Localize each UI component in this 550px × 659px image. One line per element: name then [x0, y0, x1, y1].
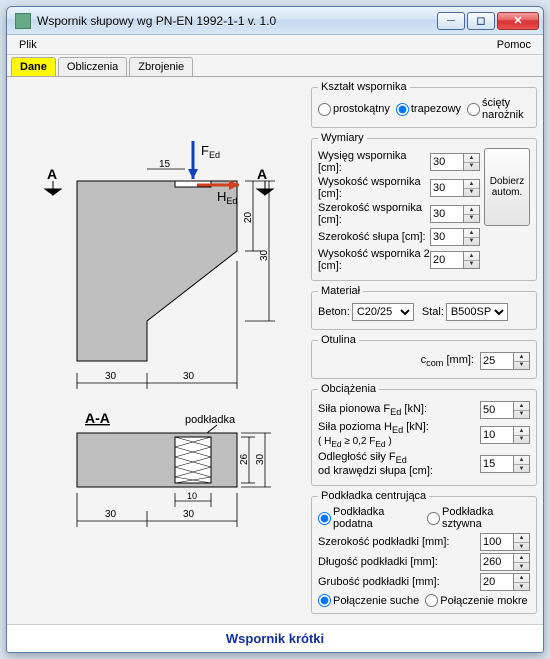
cover-legend: Otulina — [318, 334, 359, 346]
svg-text:A: A — [47, 166, 57, 182]
pad-group: Podkładka centrująca Podkładka podatna P… — [311, 490, 537, 614]
corbel-diagram: A A FEd HEd 15 — [17, 141, 297, 561]
menubar: Plik Pomoc — [7, 35, 543, 55]
tab-reinforcement[interactable]: Zbrojenie — [129, 57, 193, 76]
fv-label: Siła pionowa FEd [kN]: — [318, 403, 480, 417]
menu-help[interactable]: Pomoc — [491, 37, 537, 53]
svg-text:30: 30 — [183, 371, 195, 382]
fh-label: Siła pozioma HEd [kN]:( HEd ≥ 0,2 FEd ) — [318, 421, 480, 449]
concrete-label: Beton: — [318, 306, 350, 318]
auto-dimensions-button[interactable]: Dobierz autom. — [484, 148, 530, 226]
shape-rect-option[interactable]: prostokątny — [318, 103, 390, 116]
fv-input[interactable] — [480, 401, 514, 419]
svg-text:30: 30 — [105, 371, 117, 382]
dist-spinner[interactable]: ▲▼ — [514, 455, 530, 473]
app-icon — [15, 13, 31, 29]
status-label: Wspornik krótki — [7, 624, 543, 652]
height-spinner[interactable]: ▲▼ — [464, 179, 480, 197]
pad-length-label: Długość podkładki [mm]: — [318, 556, 480, 568]
height-input[interactable] — [430, 179, 464, 197]
pad-length-input[interactable] — [480, 553, 514, 571]
shape-legend: Kształt wspornika — [318, 81, 410, 93]
colwidth-label: Szerokość słupa [cm]: — [318, 231, 430, 243]
titlebar: Wspornik słupowy wg PN-EN 1992-1-1 v. 1.… — [7, 7, 543, 35]
window-title: Wspornik słupowy wg PN-EN 1992-1-1 v. 1.… — [37, 14, 437, 28]
outreach-spinner[interactable]: ▲▼ — [464, 153, 480, 171]
dist-input[interactable] — [480, 455, 514, 473]
cover-group: Otulina ccom [mm]: ▲▼ — [311, 334, 537, 379]
menu-file[interactable]: Plik — [13, 37, 43, 53]
shape-group: Kształt wspornika prostokątny trapezowy … — [311, 81, 537, 128]
pad-thick-input[interactable] — [480, 573, 514, 591]
concrete-select[interactable]: C20/25 — [352, 303, 414, 321]
diagram-panel: A A FEd HEd 15 — [7, 77, 307, 624]
close-button[interactable]: ✕ — [497, 12, 539, 30]
svg-text:podkładka: podkładka — [185, 414, 236, 426]
pad-length-spinner[interactable]: ▲▼ — [514, 553, 530, 571]
width-spinner[interactable]: ▲▼ — [464, 205, 480, 223]
svg-text:30: 30 — [105, 509, 117, 520]
svg-text:A-A: A-A — [85, 410, 110, 426]
pad-thick-label: Grubość podkładki [mm]: — [318, 576, 480, 588]
dist-label: Odległość siły FEdod krawędzi słupa [cm]… — [318, 451, 480, 477]
colwidth-spinner[interactable]: ▲▼ — [464, 228, 480, 246]
cover-label: ccom [mm]: — [421, 354, 474, 368]
svg-text:26: 26 — [239, 453, 250, 465]
svg-text:30: 30 — [183, 509, 195, 520]
pad-width-input[interactable] — [480, 533, 514, 551]
pad-width-label: Szerokość podkładki [mm]: — [318, 536, 480, 548]
shape-cut-option[interactable]: ścięty narożnik — [467, 97, 530, 121]
loads-group: Obciążenia Siła pionowa FEd [kN]: ▲▼ Sił… — [311, 383, 537, 486]
height-label: Wysokość wspornika [cm]: — [318, 176, 430, 200]
colwidth-input[interactable] — [430, 228, 464, 246]
height2-spinner[interactable]: ▲▼ — [464, 251, 480, 269]
steel-select[interactable]: B500SP — [446, 303, 508, 321]
maximize-button[interactable]: ◻ — [467, 12, 495, 30]
pad-dry-option[interactable]: Połączenie suche — [318, 594, 419, 607]
dims-group: Wymiary Wysięg wspornika [cm]: ▲▼ Wysoko… — [311, 132, 537, 281]
width-input[interactable] — [430, 205, 464, 223]
loads-legend: Obciążenia — [318, 383, 379, 395]
tab-data[interactable]: Dane — [11, 57, 56, 76]
app-window: Wspornik słupowy wg PN-EN 1992-1-1 v. 1.… — [6, 6, 544, 653]
outreach-label: Wysięg wspornika [cm]: — [318, 150, 430, 174]
pad-wet-option[interactable]: Połączenie mokre — [425, 594, 527, 607]
fh-input[interactable] — [480, 426, 514, 444]
width-label: Szerokość wspornika [cm]: — [318, 202, 430, 226]
pad-flexible-option[interactable]: Podkładka podatna — [318, 506, 421, 530]
steel-label: Stal: — [422, 306, 444, 318]
cover-spinner[interactable]: ▲▼ — [514, 352, 530, 370]
svg-text:FEd: FEd — [201, 143, 220, 160]
form-panel: Kształt wspornika prostokątny trapezowy … — [307, 77, 543, 624]
height2-label: Wysokość wspornika 2 [cm]: — [318, 248, 430, 272]
pad-width-spinner[interactable]: ▲▼ — [514, 533, 530, 551]
svg-text:10: 10 — [187, 491, 197, 501]
height2-input[interactable] — [430, 251, 464, 269]
svg-text:15: 15 — [159, 159, 171, 170]
svg-text:A: A — [257, 166, 267, 182]
tabstrip: Dane Obliczenia Zbrojenie — [7, 55, 543, 77]
pad-legend: Podkładka centrująca — [318, 490, 429, 502]
fv-spinner[interactable]: ▲▼ — [514, 401, 530, 419]
material-legend: Materiał — [318, 285, 363, 297]
pad-thick-spinner[interactable]: ▲▼ — [514, 573, 530, 591]
svg-text:20: 20 — [243, 211, 254, 223]
svg-text:30: 30 — [255, 453, 266, 465]
dims-legend: Wymiary — [318, 132, 367, 144]
minimize-button[interactable]: ─ — [437, 12, 465, 30]
shape-trap-option[interactable]: trapezowy — [396, 103, 461, 116]
tab-calc[interactable]: Obliczenia — [58, 57, 127, 76]
fh-spinner[interactable]: ▲▼ — [514, 426, 530, 444]
cover-input[interactable] — [480, 352, 514, 370]
svg-text:30: 30 — [259, 249, 270, 261]
material-group: Materiał Beton: C20/25 Stal: B500SP — [311, 285, 537, 330]
outreach-input[interactable] — [430, 153, 464, 171]
pad-rigid-option[interactable]: Podkładka sztywna — [427, 506, 530, 530]
